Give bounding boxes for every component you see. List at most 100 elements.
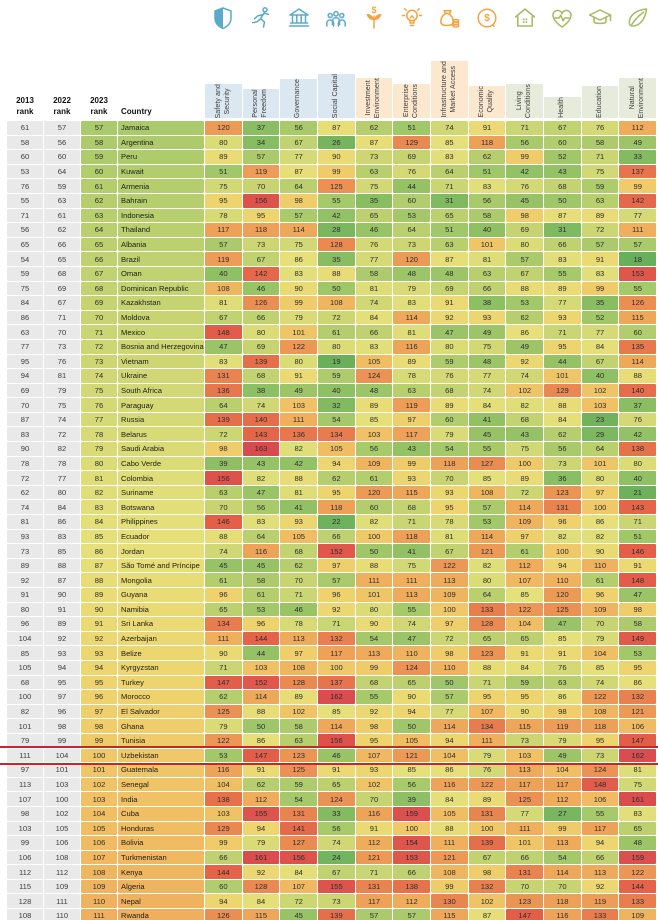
pillar-value-cell: 79 [581, 631, 619, 646]
pillar-value-cell: 37 [242, 121, 280, 135]
rank-header-year: 2013 [16, 96, 34, 106]
pillar-value-cell: 57 [431, 690, 468, 704]
rank-2013-cell: 86 [7, 310, 43, 325]
pillar-value-cell: 127 [280, 836, 318, 850]
pillar-value-cell: 112 [506, 558, 544, 573]
house-icon [506, 5, 543, 31]
pillar-value-cell: 82 [468, 558, 506, 573]
rank-2013-cell: 108 [7, 909, 43, 920]
pillar-value-cell: 23 [581, 412, 619, 427]
rank-2022-cell: 112 [44, 865, 80, 879]
shield-icon [205, 5, 242, 31]
rank-2022-cell: 83 [44, 529, 80, 544]
rank-2013-cell: 53 [7, 164, 43, 179]
pillar-value-cell: 88 [619, 369, 657, 383]
pillar-value-cell: 87 [544, 208, 581, 223]
pillar-value-cell: 77 [581, 325, 619, 339]
pillar-value-cell: 118 [581, 719, 619, 733]
rank-2023-cell: 73 [81, 354, 117, 369]
pillar-value-cell: 110 [581, 558, 619, 573]
table-row: 111 104 100 Uzbekistan 53 147 123 46 107 121 104 79… [0, 745, 658, 766]
pillar-value-cell: 71 [355, 865, 393, 879]
rank-2023-cell: 60 [81, 164, 117, 179]
pillar-value-cell: 48 [355, 383, 393, 398]
rank-2022-cell: 79 [44, 383, 80, 398]
pillar-value-cell: 73 [506, 733, 544, 748]
pillar-value-cell: 89 [506, 471, 544, 485]
table-row: 95 76 73 Vietnam 83 139 80 19 105 89 59 48 92 44 67 114 [0, 354, 658, 369]
pillar-value-cell: 76 [431, 369, 468, 383]
pillar-value-cell: 108 [581, 704, 619, 719]
pillar-value-cell: 60 [544, 135, 581, 150]
pillar-value-cell: 90 [506, 704, 544, 719]
pillar-value-cell: 140 [242, 412, 280, 427]
pillar-value-cell: 131 [355, 879, 393, 894]
pillar-value-cell: 42 [619, 427, 657, 442]
pillar-value-cell: 99 [393, 456, 431, 471]
pillar-value-cell: 126 [619, 296, 657, 310]
pillar-value-cell: 117 [506, 777, 544, 792]
pillar-value-cell: 56 [506, 135, 544, 150]
rank-2013-cell: 61 [7, 121, 43, 135]
pillar-value-cell: 77 [280, 150, 318, 164]
pillar-value-cell: 91 [280, 369, 318, 383]
pillar-value-cell: 88 [431, 821, 468, 836]
pillar-value-cell: 133 [619, 894, 657, 909]
rank-2013-cell: 55 [7, 193, 43, 208]
rank-2013-cell: 100 [7, 690, 43, 704]
pillar-value-cell: 121 [468, 544, 506, 558]
rank-2022-cell: 84 [44, 500, 80, 515]
pillar-value-cell: 63 [581, 193, 619, 208]
rank-2022-cell: 82 [44, 442, 80, 456]
pillar-value-cell: 75 [468, 339, 506, 354]
pillar-value-cell: 57 [280, 208, 318, 223]
table-row: 97 101 101 Guatemala 116 91 125 91 93 85 86 76 113 10… [0, 763, 658, 777]
pillar-value-cell: 71 [318, 617, 355, 631]
rank-2023-cell: 78 [81, 427, 117, 442]
rank-2013-cell: 85 [7, 646, 43, 660]
rank-2023-cell: 106 [81, 836, 117, 850]
pillar-value-cell: 50 [242, 719, 280, 733]
pillar-value-cell: 117 [581, 821, 619, 836]
country-cell: Moldova [118, 310, 204, 325]
pillar-value-cell: 51 [431, 223, 468, 237]
rank-header-year: 2022 [53, 96, 71, 106]
pillar-value-cell: 56 [544, 442, 581, 456]
svg-text:$: $ [372, 5, 377, 15]
pillar-value-cell: 84 [242, 894, 280, 909]
country-cell: Jordan [118, 544, 204, 558]
pillar-value-cell: 95 [619, 660, 657, 675]
table-row: 60 60 59 Peru 89 57 77 90 73 69 83 62 99 52 71 33 [0, 150, 658, 164]
pillar-value-cell: 116 [544, 909, 581, 920]
pillar-value-cell: 115 [242, 909, 280, 920]
pillar-value-cell: 51 [468, 164, 506, 179]
pillar-value-cell: 70 [205, 500, 242, 515]
pillar-value-cell: 64 [431, 164, 468, 179]
pillar-value-cell: 65 [431, 208, 468, 223]
pillar-value-cell: 46 [355, 223, 393, 237]
pillar-value-cell: 72 [318, 310, 355, 325]
pillar-value-cell: 102 [581, 383, 619, 398]
country-cell: Kyrgyzstan [118, 660, 204, 675]
pillar-value-cell: 66 [468, 281, 506, 296]
pillar-header-10: Health [544, 97, 581, 118]
pillar-value-cell: 75 [205, 179, 242, 193]
pillar-value-cell: 60 [619, 325, 657, 339]
pillar-value-cell: 114 [318, 719, 355, 733]
pillar-value-cell: 60 [355, 500, 393, 515]
pillar-value-cell: 110 [544, 573, 581, 587]
pillar-value-cell: 74 [355, 296, 393, 310]
pillar-value-cell: 68 [242, 369, 280, 383]
pillar-value-cell: 92 [318, 602, 355, 617]
country-cell: Indonesia [118, 208, 204, 223]
rank-2022-cell: 87 [44, 573, 80, 587]
pillar-value-cell: 71 [393, 515, 431, 529]
clock-dollar-icon: $ [469, 5, 506, 31]
pillar-value-cell: 80 [619, 456, 657, 471]
pillar-value-cell: 125 [544, 602, 581, 617]
pillar-value-cell: 89 [393, 354, 431, 369]
rank-2022-cell: 67 [44, 296, 80, 310]
pillar-value-cell: 83 [544, 252, 581, 266]
country-cell: Tunisia [118, 733, 204, 748]
pillar-value-cell: 148 [619, 573, 657, 587]
